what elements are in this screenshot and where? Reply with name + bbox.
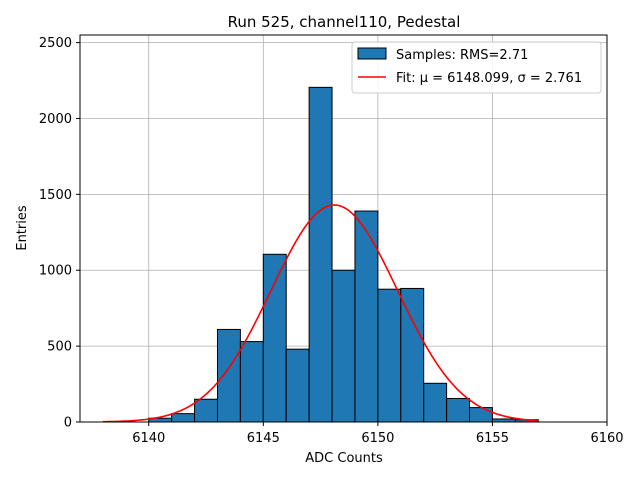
x-tick-label: 6155 — [476, 431, 509, 446]
histogram-bar — [446, 397, 471, 423]
y-tick-label: 2500 — [39, 36, 72, 51]
histogram-bar — [285, 348, 310, 423]
x-axis-label: ADC Counts — [305, 451, 383, 466]
x-tick-label: 6150 — [361, 431, 394, 446]
x-axis-ticks: 6140 6145 6150 6155 6160 — [132, 422, 624, 446]
histogram-bar — [377, 288, 402, 423]
histogram-bars — [148, 86, 539, 423]
histogram-bar — [239, 341, 264, 423]
histogram-bar — [171, 413, 196, 423]
histogram-bar — [194, 398, 218, 423]
x-tick-label: 6160 — [590, 431, 623, 446]
x-tick-label: 6140 — [132, 431, 165, 446]
y-axis-ticks: 0 500 1000 1500 2000 2500 — [39, 36, 80, 431]
histogram-bar — [331, 269, 356, 423]
y-tick-label: 1000 — [39, 264, 72, 279]
legend-entry-fit: Fit: μ = 6148.099, σ = 2.761 — [396, 71, 582, 86]
histogram-bar — [262, 253, 287, 423]
plot-frame — [79, 34, 608, 423]
legend-swatch-histogram — [357, 47, 387, 60]
legend-entry-histogram: Samples: RMS=2.71 — [396, 48, 528, 63]
legend-box — [351, 41, 602, 94]
histogram-bar — [308, 86, 333, 423]
legend: Samples: RMS=2.71 Fit: μ = 6148.099, σ =… — [351, 41, 602, 94]
y-tick-label: 1500 — [39, 188, 72, 203]
histogram-bar — [216, 328, 241, 423]
histogram-bar — [469, 407, 493, 423]
histogram-bar — [354, 210, 379, 423]
y-axis-label: Entries — [15, 205, 30, 251]
y-tick-label: 500 — [47, 340, 72, 355]
y-tick-label: 0 — [64, 416, 72, 431]
chart-title: Run 525, channel110, Pedestal — [228, 13, 461, 31]
histogram-bar — [423, 382, 448, 423]
fit-curve — [102, 204, 539, 423]
x-tick-label: 6145 — [247, 431, 280, 446]
histogram-bar — [400, 287, 425, 423]
y-tick-label: 2000 — [39, 112, 72, 127]
